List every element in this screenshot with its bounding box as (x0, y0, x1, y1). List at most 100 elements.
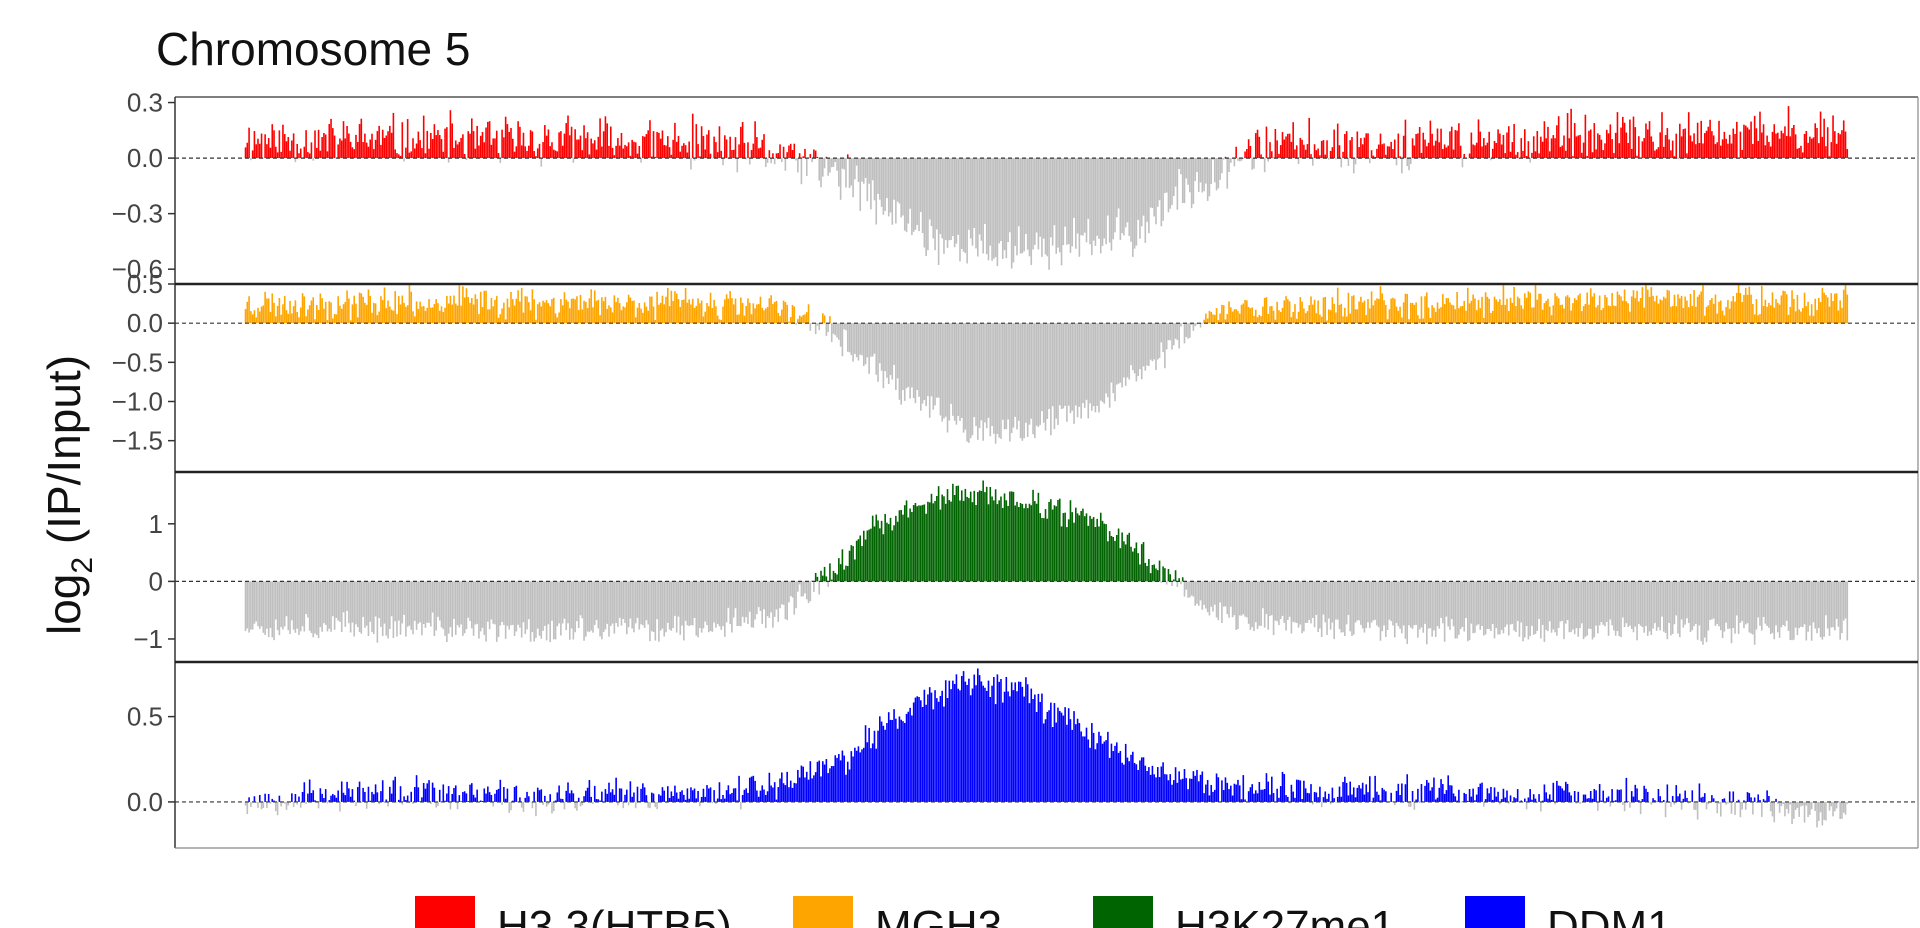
bar (829, 768, 831, 802)
bar (260, 801, 263, 810)
bar (923, 504, 926, 582)
bar (1230, 581, 1232, 607)
bar (1456, 130, 1458, 159)
bar (798, 581, 801, 585)
bar (734, 137, 737, 159)
bar (1103, 323, 1106, 404)
bar (1434, 140, 1437, 159)
bar (1335, 801, 1337, 803)
bar (629, 297, 632, 324)
bar (535, 319, 537, 324)
bar (962, 158, 965, 252)
bar (495, 130, 498, 159)
bar (499, 314, 502, 324)
bar (855, 540, 858, 582)
bar (1133, 158, 1136, 249)
bar (1135, 323, 1138, 382)
bar (1622, 581, 1624, 618)
bar (1372, 797, 1375, 802)
bar (1481, 782, 1483, 802)
bar (1281, 581, 1284, 616)
bar (882, 323, 885, 389)
bar (1502, 788, 1505, 802)
bar (668, 581, 671, 630)
bar (1199, 323, 1202, 328)
bar (903, 505, 906, 582)
bar (267, 794, 270, 802)
bar (939, 695, 942, 802)
bar (1714, 144, 1717, 159)
bar (766, 791, 769, 802)
bar (1632, 116, 1635, 159)
bar (813, 149, 815, 159)
bar (1395, 306, 1398, 324)
bar (1573, 581, 1576, 635)
bar (1247, 791, 1250, 802)
bar (1801, 581, 1804, 628)
bar (1178, 158, 1180, 169)
bar (1484, 581, 1487, 635)
bar (1050, 702, 1052, 802)
bar (563, 801, 566, 810)
bar (1174, 323, 1177, 339)
bar (282, 581, 284, 630)
bar (1290, 784, 1293, 802)
bar (1178, 578, 1180, 582)
bar (859, 323, 862, 355)
bar (1821, 581, 1824, 640)
bar (1741, 149, 1743, 159)
bar (1664, 581, 1667, 633)
bar (1308, 581, 1311, 620)
bar (1413, 304, 1416, 324)
bar (1657, 581, 1660, 628)
legend-swatch (1093, 896, 1153, 928)
bar (406, 119, 409, 159)
bar (1540, 801, 1542, 812)
bar (1288, 133, 1291, 159)
bar (413, 787, 416, 802)
bar (1271, 151, 1273, 159)
bar (672, 139, 674, 159)
bar (1139, 564, 1141, 582)
bar (1064, 707, 1066, 802)
bar (1055, 722, 1058, 802)
bar (1338, 304, 1341, 324)
bar (955, 323, 958, 425)
bar (1600, 581, 1603, 623)
bar (1183, 769, 1186, 802)
bar (944, 503, 947, 582)
bar (820, 570, 822, 582)
bar (1846, 581, 1849, 641)
bar (488, 792, 491, 802)
bar (544, 125, 546, 159)
bar (1490, 581, 1492, 632)
bar (1702, 285, 1704, 324)
bar (367, 289, 370, 324)
bar (280, 151, 282, 159)
bar (1825, 801, 1827, 821)
bar (884, 158, 886, 211)
bar (1810, 138, 1813, 159)
bar (893, 525, 895, 582)
bar (1235, 581, 1237, 630)
bar (560, 131, 562, 159)
bar (1294, 581, 1296, 623)
bar (433, 303, 436, 324)
bar (1525, 155, 1528, 159)
bar (364, 133, 366, 159)
bar (1137, 769, 1139, 802)
bar (1417, 315, 1419, 324)
bar (727, 785, 730, 802)
bar (1328, 793, 1330, 802)
bar (526, 791, 528, 802)
bar (474, 148, 477, 159)
bar (1613, 581, 1615, 631)
bar (1620, 127, 1622, 159)
bar (1636, 290, 1638, 324)
bar (1564, 296, 1567, 324)
bar (1037, 492, 1040, 582)
bar (472, 581, 475, 636)
legend-swatch (793, 896, 853, 928)
bar (830, 765, 833, 802)
bar (798, 315, 801, 324)
